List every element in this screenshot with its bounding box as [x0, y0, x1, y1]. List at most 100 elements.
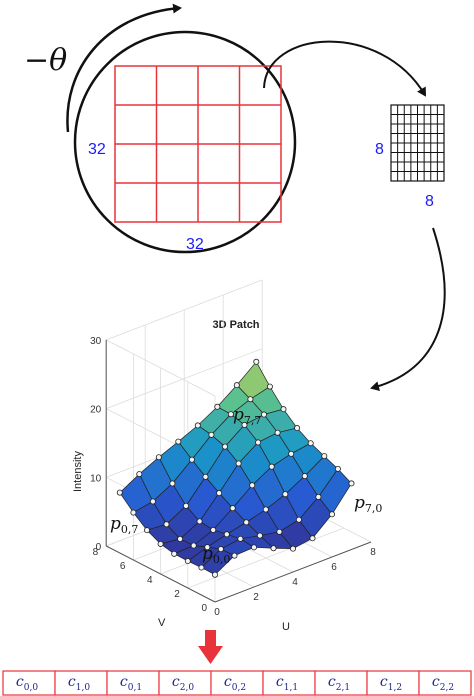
u-tick-label: 4	[292, 577, 298, 588]
surface-node	[194, 422, 201, 429]
u-tick-label: 2	[253, 592, 259, 603]
surface-node	[210, 526, 217, 533]
resample-arrow	[263, 40, 427, 97]
surface-node	[196, 518, 203, 525]
surface-node	[249, 482, 256, 489]
coefficient-label: c2,1	[328, 674, 350, 693]
surface-node	[169, 480, 176, 487]
v-tick-label: 4	[147, 575, 153, 586]
corner-label-p07: p0,7	[110, 514, 138, 536]
surface-node	[241, 421, 248, 428]
coefficient-cell	[418, 670, 472, 696]
z-tick-label: 0	[96, 542, 102, 553]
rotation-group: −θ	[24, 3, 182, 133]
v-tick-label: 2	[174, 589, 180, 600]
surface-node	[295, 516, 302, 523]
surface-node	[348, 480, 355, 487]
surface-node	[130, 509, 137, 516]
surface-node	[274, 429, 281, 436]
surface-node	[171, 550, 178, 557]
surface-node	[256, 532, 263, 539]
surface-node	[247, 396, 254, 403]
surface-node	[229, 505, 236, 512]
plot-title: 3D Patch	[212, 319, 259, 331]
surface-node	[260, 411, 267, 418]
v-axis-label: V	[158, 617, 166, 629]
surface-node	[190, 542, 197, 549]
surface-node	[280, 406, 287, 413]
surface-node	[266, 383, 273, 390]
surface-node	[233, 382, 240, 389]
theta-label: −θ	[24, 43, 67, 78]
surface-node	[315, 493, 322, 500]
u-axis-label: U	[282, 621, 290, 633]
coefficient-cell	[366, 670, 420, 696]
surface-node	[288, 450, 295, 457]
surface-node	[268, 463, 275, 470]
surface-node	[237, 535, 244, 542]
surface-node	[163, 521, 170, 528]
surface-node	[149, 498, 156, 505]
rotation-arrow	[66, 3, 182, 133]
coefficient-vector: c0,0 c1,0 c0,1 c2,0 c0,2 c1,1 c2,1 c1,2 c2,2	[2, 670, 472, 696]
large-patch-width-label: 32	[186, 236, 204, 253]
coefficient-label: c1,1	[276, 674, 298, 693]
surface-node	[307, 440, 314, 447]
sampling-circle	[73, 30, 297, 254]
flatten-arrow	[198, 630, 223, 664]
surface-node	[198, 564, 205, 571]
surface-node	[177, 535, 184, 542]
coefficient-label: c1,0	[68, 674, 90, 693]
coefficient-cell	[2, 670, 56, 696]
surface-node	[204, 544, 211, 551]
small-patch-group: 8 8	[375, 104, 445, 210]
surface-node	[334, 465, 341, 472]
corner-label-p77: p7,7	[233, 405, 261, 427]
coefficient-cell	[210, 670, 264, 696]
surface-node	[253, 358, 260, 365]
surface-node	[136, 471, 143, 478]
z-tick-label: 30	[90, 336, 102, 347]
coefficient-label: c0,2	[224, 674, 246, 693]
z-tick-label: 10	[90, 473, 102, 484]
v-tick-label: 8	[93, 547, 99, 558]
surface-node	[211, 571, 218, 578]
to-3d-arrow	[370, 227, 446, 392]
small-patch-grid	[390, 104, 445, 182]
surface-node	[262, 506, 269, 513]
surface-node	[309, 535, 316, 542]
coefficient-label: c0,1	[120, 674, 142, 693]
surface-node	[235, 460, 242, 467]
surface-node	[188, 456, 195, 463]
surface-node	[143, 527, 150, 534]
surface-node	[157, 540, 164, 547]
surface-node	[208, 431, 215, 438]
z-tick-label: 20	[90, 405, 102, 416]
surface-node	[328, 511, 335, 518]
surface-node	[214, 403, 221, 410]
surface-node	[301, 473, 308, 480]
corner-label-p00: p0,0	[202, 544, 230, 566]
surface-node	[175, 438, 182, 445]
large-patch-height-label: 32	[88, 141, 106, 158]
coefficient-label: c1,2	[380, 674, 402, 693]
surface-node	[202, 473, 209, 480]
surface-node	[227, 411, 234, 418]
v-tick-label: 6	[120, 561, 126, 572]
v-tick-label: 0	[201, 603, 207, 614]
large-patch-group: 32 32	[73, 30, 297, 254]
surface-node	[294, 425, 301, 432]
coefficient-label: c0,0	[16, 674, 38, 693]
small-patch-height-label: 8	[375, 141, 384, 158]
surface-node	[270, 545, 277, 552]
surface-node	[243, 519, 250, 526]
large-patch-grid	[114, 65, 282, 223]
intensity-surface	[116, 358, 355, 578]
u-tick-label: 6	[331, 562, 337, 573]
surface-node	[116, 489, 123, 496]
surface-node	[221, 443, 228, 450]
surface-node	[321, 453, 328, 460]
surface-node	[184, 558, 191, 565]
